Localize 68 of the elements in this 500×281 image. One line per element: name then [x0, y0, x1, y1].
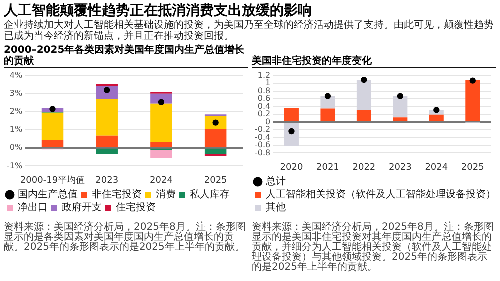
y-tick-label: -1%	[7, 161, 23, 170]
legend-label: 消费	[156, 188, 176, 201]
bar	[204, 148, 227, 154]
bar	[42, 112, 64, 141]
x-tick-label: 2025	[461, 162, 484, 173]
bar	[96, 148, 118, 154]
legend-label: 人工智能相关投资（软件及人工智能处理设备投资）	[266, 188, 496, 201]
legend-label: 非住宅投资	[92, 188, 142, 201]
y-tick-label: -0.6	[255, 140, 271, 150]
legend-label: 国内生产总值	[18, 188, 78, 201]
bar	[42, 140, 64, 148]
bar	[466, 80, 480, 122]
y-tick-label: 1	[266, 78, 271, 88]
y-tick-label: -0.2	[255, 125, 271, 134]
x-tick-label: 2023	[388, 162, 412, 173]
legend-label: 总计	[265, 176, 286, 188]
y-tick-label: 3%	[10, 88, 23, 98]
bar	[150, 104, 172, 142]
bar	[356, 110, 372, 122]
point	[434, 107, 440, 114]
y-tick-label: 1%	[10, 125, 23, 134]
y-tick-label: 0	[266, 117, 271, 126]
x-tick-label: 2023	[96, 176, 119, 186]
y-tick-label: 0%	[10, 143, 23, 152]
y-tick-label: 2%	[10, 107, 23, 116]
legend-label: 住宅投资	[116, 202, 156, 214]
bar	[356, 80, 372, 110]
y-tick-label: 0.4	[258, 102, 271, 111]
bar	[150, 150, 172, 158]
y-tick-label: 0.6	[258, 94, 271, 104]
x-tick-label: 2024	[150, 176, 174, 186]
bar	[429, 114, 444, 122]
x-tick-label: 2021	[316, 162, 340, 173]
legend-label: 其他	[266, 202, 286, 214]
bar	[393, 96, 408, 118]
chart-title: 2000–2025年各类因素对美国年度国内生产总值增长的贡献	[4, 45, 248, 67]
y-tick-label: 0.2	[258, 110, 271, 119]
x-tick-label: 2000-19平均值	[20, 174, 86, 186]
bar	[320, 108, 336, 122]
y-tick-label: -0.4	[255, 132, 271, 142]
legend-label: 净出口	[18, 202, 48, 214]
point	[50, 106, 56, 112]
text: 资料来源：美国经济分析局，2025年8月。注：条形图显示的是各类因素对美国年度国内生产总值增长的贡献。2025年的条形图表示的是2025年上半年的贡献。	[4, 222, 247, 253]
bar	[204, 129, 227, 148]
bar	[96, 99, 118, 136]
x-tick-label: 2024	[425, 162, 448, 173]
legend-label: 私人库存	[190, 188, 230, 201]
x-tick-label: 2020	[280, 162, 304, 173]
text: 企业持续加大对人工智能相关基础设施的投资，为美国乃至全球的经济活动提供了支持。由此可见，颠覆性趋势已成为当今经济的新锚点，并且正在推动投资回报。	[4, 20, 495, 42]
bar	[393, 118, 408, 122]
bar	[284, 122, 299, 146]
chart-title: 美国非住宅投资的年度变化	[252, 56, 372, 67]
y-tick-label: 0.8	[258, 86, 271, 96]
point	[470, 78, 476, 84]
text: 人工智能颠覆性趋势正在抵消消费支出放缓的影响	[4, 3, 313, 20]
bar	[284, 108, 299, 122]
y-tick-label: 1.2	[258, 70, 271, 80]
point	[397, 93, 404, 100]
x-tick-label: 2025	[204, 176, 228, 186]
x-tick-label: 2022	[352, 162, 376, 173]
y-tick-label: 4%	[10, 70, 23, 80]
point	[324, 93, 332, 100]
bar	[96, 136, 118, 148]
text: 资料来源：美国经济分析局，2025年8月。注：条形图显示的是美国非住宅投资对其年度国内生产总值增长的贡献，并细分为人工智能相关投资（软件及人工智能处理设备投资）与其他领域投资。2025年的条形图表示的是2025年上半年的贡献。	[252, 222, 495, 273]
point	[361, 76, 368, 84]
y-tick-label: -0.8	[255, 148, 271, 158]
bar	[150, 142, 172, 148]
legend-label: 政府开支	[62, 202, 102, 214]
